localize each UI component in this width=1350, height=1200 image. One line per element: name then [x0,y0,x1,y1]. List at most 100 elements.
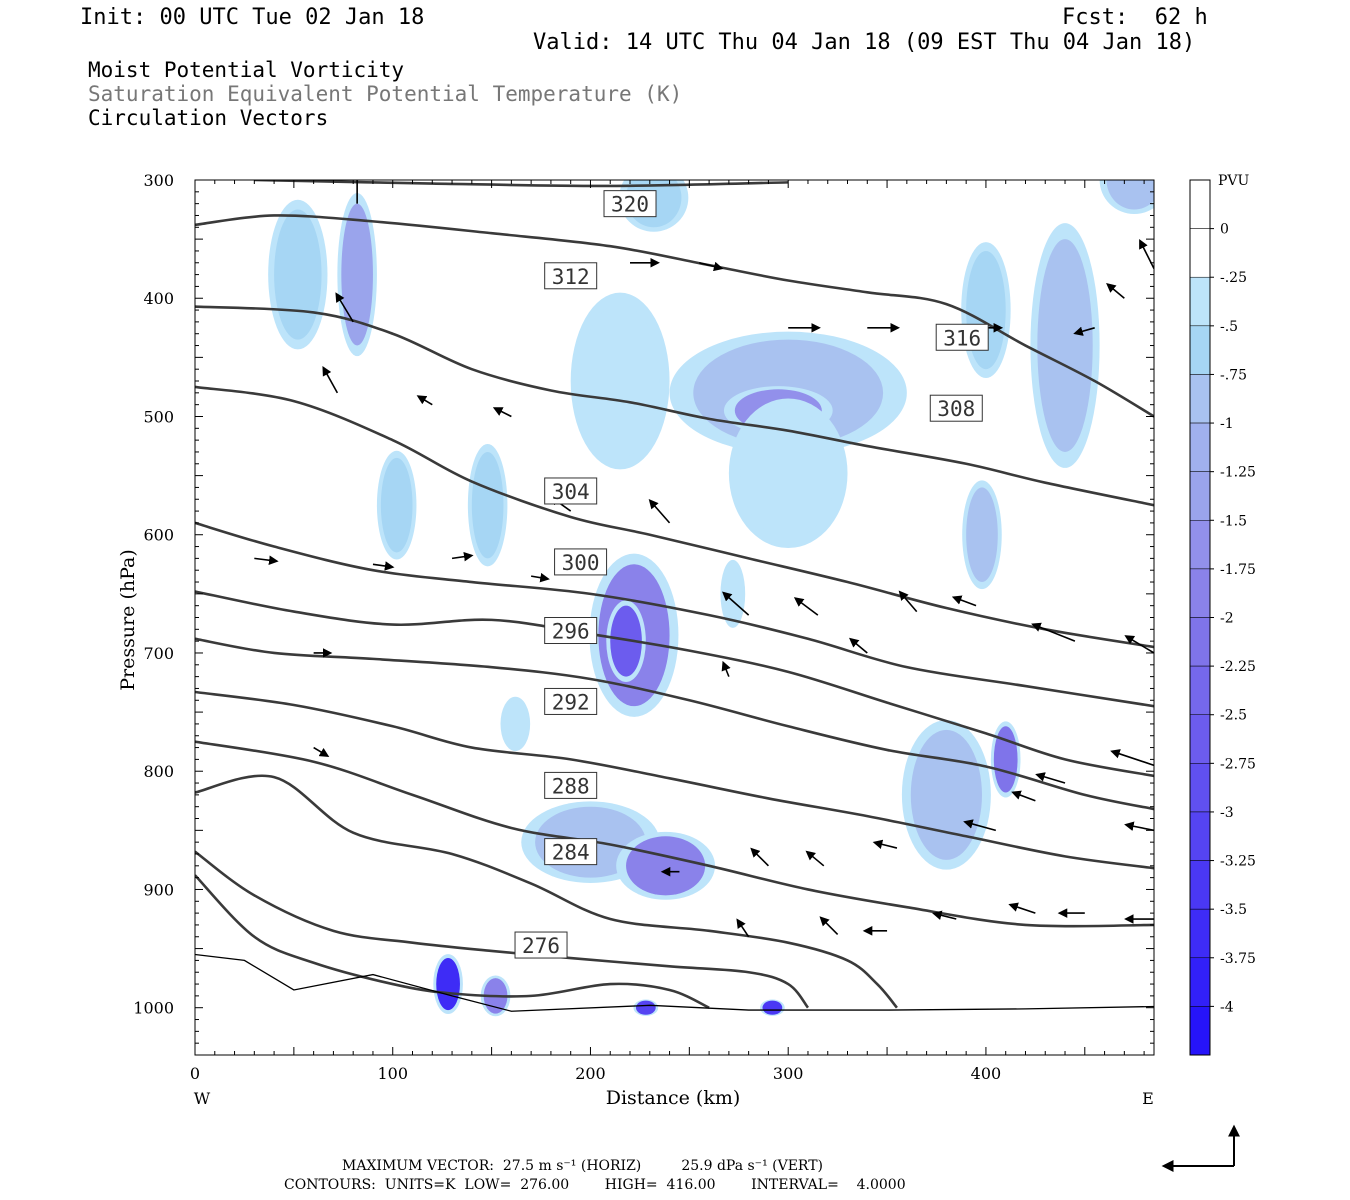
colorbar-label: -2.75 [1220,756,1256,772]
circulation-vector [951,595,977,607]
x-tick-label: 400 [971,1064,1002,1083]
pv-blob [966,250,1006,370]
circulation-vector [963,819,997,832]
y-tick-label: 800 [143,762,174,781]
colorbar-swatch [1189,763,1211,813]
circulation-vector [819,916,839,935]
contour-label: 296 [552,620,590,644]
contour-308 [195,385,1154,649]
contour-label-box [544,617,598,645]
circulation-vector [1008,902,1036,914]
pv-blob [436,958,460,1011]
y-tick-label: 1000 [133,999,174,1018]
colorbar-label: -4 [1220,999,1234,1015]
x-tick-label: 100 [377,1064,408,1083]
y-axis-title: Pressure (hPa) [117,549,139,691]
pv-blob [722,564,743,624]
colorbar-swatch [1189,568,1211,618]
circulation-vector [1035,772,1066,784]
contour-320 [254,180,789,188]
contour-label: 288 [552,774,590,798]
contour-label-box [544,262,598,290]
colorbar-swatch [1189,520,1211,570]
pv-blob [966,487,998,583]
colorbar-swatch [1189,1006,1211,1056]
x-tick-label: 300 [773,1064,804,1083]
init-time: Init: 00 UTC Tue 02 Jan 18 [80,5,425,30]
colorbar-swatch [1189,957,1211,1007]
pv-blob [503,700,528,748]
circulation-vector [313,746,330,757]
west-label: W [194,1089,211,1108]
colorbar-swatch [1189,665,1211,715]
pv-blob [740,408,836,539]
colorbar-label: -.75 [1220,367,1247,383]
contour-label-box [544,687,598,715]
circulation-vector [932,910,957,920]
contour-label-box [544,771,598,799]
pv-blob [274,209,322,340]
y-tick-label: 700 [143,644,174,663]
contour-288 [195,740,1154,928]
valid-time: Valid: 14 UTC Thu 04 Jan 18 (09 EST Thu … [533,30,1196,55]
colorbar-label: -1 [1220,416,1234,432]
circulation-vector [898,590,918,613]
field-label-theta-e: Saturation Equivalent Potential Temperat… [88,82,683,106]
contour-label-box [514,931,568,959]
contour-300 [195,590,1154,778]
colorbar-swatch [1189,617,1211,667]
contour-label: 292 [552,690,590,714]
pv-blob [1037,239,1093,452]
contour-label: 284 [552,841,590,865]
contour-304 [195,521,1154,708]
pv-blob [341,203,373,346]
contour-label: 304 [552,480,590,504]
x-tick-label: 0 [190,1064,200,1083]
pv-blob [910,729,982,860]
pv-blob [626,836,706,896]
contour-label-box [544,477,598,505]
colorbar-label: -1.5 [1220,513,1247,529]
pv-blob [580,304,660,458]
colorbar-swatch [1189,179,1211,229]
contour-labels: 320 316 312 308 304 300 296 292 288 284 276 [514,190,989,959]
circulation-vector [736,918,750,938]
circulation-vector [872,839,898,849]
terrain-profile [195,953,1154,1012]
pv-blob [380,457,413,553]
circulation-vector [1124,635,1154,654]
contour-284 [195,774,898,1009]
circulation-vector [1124,821,1154,832]
pv-shading [268,180,1154,1017]
circulation-vector [793,597,819,616]
field-label-mpv: Moist Potential Vorticity [88,58,405,82]
colorbar-label: -1.25 [1220,465,1256,481]
colorbar-swatch [1189,228,1211,278]
contour-label-box [544,838,598,866]
circulation-vector [1106,283,1125,299]
contour-label: 308 [937,397,975,421]
colorbar-label: 0 [1220,222,1229,238]
contour-label: 276 [522,934,560,958]
theta-e-contours [195,180,1154,1009]
reference-vector-icon [1161,1124,1240,1172]
circulation-vector [1031,622,1076,642]
colorbar-swatch [1189,908,1211,959]
circulation-vector [531,572,550,583]
colorbar-swatch [1189,860,1211,910]
colorbar-label: -3.25 [1220,854,1256,870]
colorbar-label: -2.5 [1220,708,1247,724]
pv-blob [471,451,504,559]
contour-label: 300 [562,551,600,575]
pv-blob [635,1000,656,1015]
circulation-vector [721,660,731,677]
y-tick-label: 900 [143,880,174,899]
forecast-hour: Fcst: 62 h [1062,5,1208,30]
contour-label-box [603,190,657,218]
contour-info-note: CONTOURS: UNITS=K LOW= 276.00 HIGH= 416.… [284,1177,906,1193]
circulation-vector [750,847,769,867]
y-tick-label: 300 [143,171,174,190]
circulation-vector [322,365,339,394]
contour-label: 312 [552,265,590,289]
colorbar-label: -1.75 [1220,562,1256,578]
